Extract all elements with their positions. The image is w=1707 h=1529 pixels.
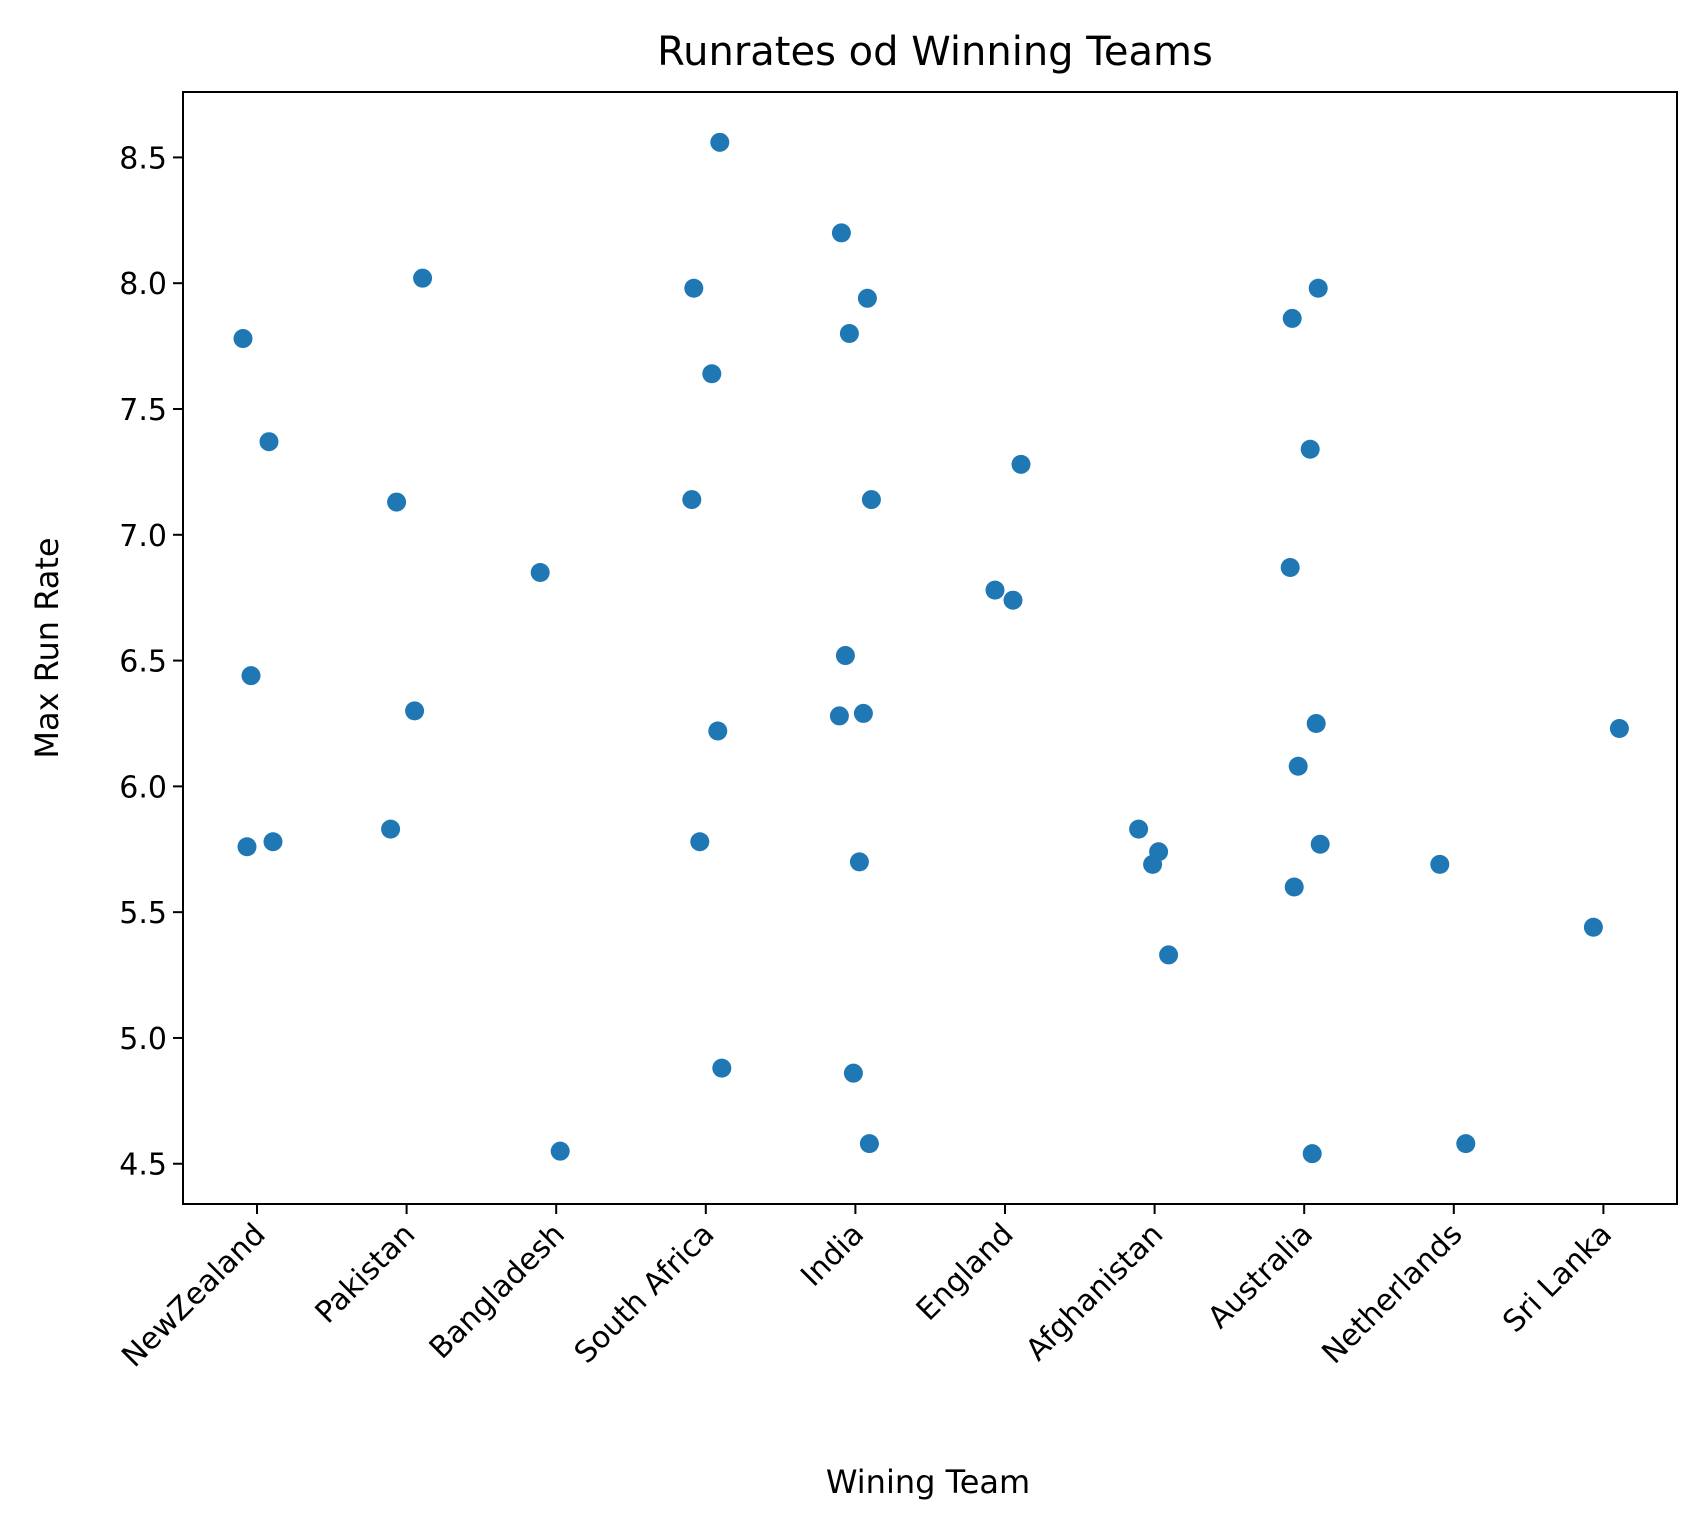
data-point xyxy=(387,492,407,512)
data-point xyxy=(708,721,728,741)
data-points xyxy=(233,132,1629,1164)
data-point xyxy=(405,701,425,721)
data-point xyxy=(237,837,257,857)
data-point xyxy=(1300,439,1320,459)
plot-frame xyxy=(182,91,1678,1205)
data-point xyxy=(1143,854,1163,874)
data-point xyxy=(710,132,730,152)
y-tick-label: 4.5 xyxy=(119,1148,167,1183)
y-tick-label: 6.0 xyxy=(119,770,167,805)
data-point xyxy=(263,832,283,852)
y-tick-label: 7.5 xyxy=(119,393,167,428)
x-tick-label: Australia xyxy=(1201,1217,1320,1336)
data-point xyxy=(682,490,702,510)
data-point xyxy=(853,703,873,723)
y-tick-label: 6.5 xyxy=(119,645,167,680)
data-point xyxy=(831,223,851,243)
data-point xyxy=(1583,917,1603,937)
data-point xyxy=(985,580,1005,600)
data-point xyxy=(835,646,855,666)
x-tick-label: NewZealand xyxy=(115,1217,272,1374)
data-point xyxy=(233,329,253,349)
data-point xyxy=(829,706,849,726)
y-tick-label: 7.0 xyxy=(119,519,167,554)
data-point xyxy=(1159,945,1179,965)
data-point xyxy=(690,832,710,852)
data-point xyxy=(1288,756,1308,776)
x-tick-label: Sri Lanka xyxy=(1496,1217,1619,1340)
data-point xyxy=(1011,454,1031,474)
x-tick-label: Afghanistan xyxy=(1019,1217,1170,1368)
data-point xyxy=(381,819,401,839)
y-tick-label: 8.0 xyxy=(119,267,167,302)
x-tick-label: Netherlands xyxy=(1315,1217,1469,1371)
data-point xyxy=(1310,834,1330,854)
data-point xyxy=(1456,1134,1476,1154)
y-axis-title: Max Run Rate xyxy=(28,537,66,758)
data-point xyxy=(1306,713,1326,733)
data-point xyxy=(849,852,869,872)
y-tick-label: 8.5 xyxy=(119,141,167,176)
data-point xyxy=(843,1063,863,1083)
data-point xyxy=(1302,1144,1322,1164)
data-point xyxy=(859,1134,879,1154)
x-tick-label: England xyxy=(910,1217,1021,1328)
data-point xyxy=(1308,278,1328,298)
data-point xyxy=(550,1141,570,1161)
x-tick-label: India xyxy=(794,1217,871,1294)
data-point xyxy=(712,1058,732,1078)
y-axis: 4.5 5.0 5.5 6.0 6.5 7.0 7.5 8.0 8.5 xyxy=(119,141,183,1183)
chart-title: Runrates od Winning Teams xyxy=(657,29,1213,75)
data-point xyxy=(684,278,704,298)
data-point xyxy=(241,666,261,686)
data-point xyxy=(1280,557,1300,577)
y-tick-label: 5.5 xyxy=(119,896,167,931)
x-tick-label: Pakistan xyxy=(309,1217,423,1331)
data-point xyxy=(702,364,722,384)
data-point xyxy=(1282,308,1302,328)
data-point xyxy=(861,490,881,510)
y-tick-label: 5.0 xyxy=(119,1022,167,1057)
data-point xyxy=(857,288,877,308)
plot-area xyxy=(182,91,1678,1205)
data-point xyxy=(259,432,279,452)
data-point xyxy=(839,324,859,344)
data-point xyxy=(1129,819,1149,839)
data-point xyxy=(413,268,433,288)
x-tick-label: Bangladesh xyxy=(423,1217,572,1366)
data-point xyxy=(1284,877,1304,897)
x-axis-title: Wining Team xyxy=(826,1463,1030,1501)
data-point xyxy=(1609,719,1629,739)
data-point xyxy=(1430,854,1450,874)
x-tick-label: South Africa xyxy=(568,1217,722,1371)
data-point xyxy=(1003,590,1023,610)
data-point xyxy=(530,563,550,583)
